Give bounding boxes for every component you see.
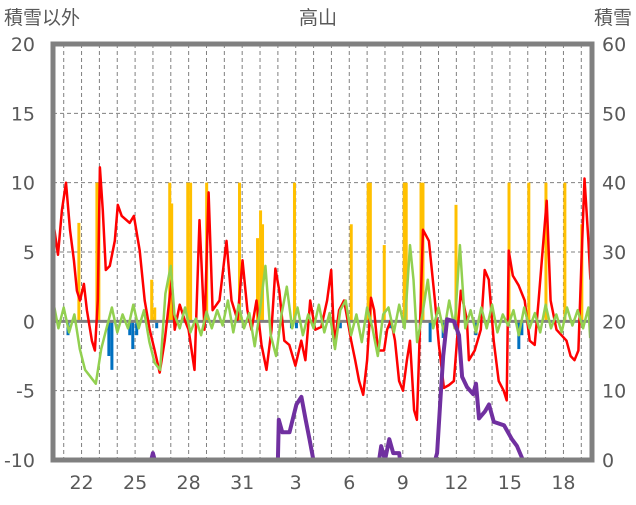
- orange-bar: [186, 182, 190, 322]
- orange-bar: [170, 203, 174, 322]
- orange-bar: [454, 204, 458, 322]
- orange-bar: [168, 182, 172, 322]
- orange-bar: [292, 182, 296, 322]
- blue-bar: [128, 321, 132, 336]
- left-y-tick-label: 20: [11, 34, 35, 56]
- chart-title: 高山: [299, 7, 337, 29]
- orange-bar: [402, 182, 406, 322]
- x-tick-label: 15: [498, 472, 522, 494]
- x-tick-label: 18: [551, 472, 575, 494]
- orange-bar: [189, 182, 193, 322]
- orange-bar: [368, 182, 372, 322]
- orange-bar: [77, 222, 81, 322]
- orange-bar: [261, 224, 265, 322]
- orange-bar: [259, 210, 263, 322]
- orange-bar: [349, 224, 353, 322]
- x-tick-label: 9: [397, 472, 409, 494]
- right-axis-title: 積雪: [594, 7, 632, 29]
- left-axis-title: 積雪以外: [4, 7, 80, 29]
- blue-bar: [294, 321, 298, 329]
- right-y-tick-label: 50: [602, 103, 626, 125]
- orange-bar: [256, 238, 260, 322]
- orange-bar: [153, 307, 157, 322]
- blue-bar: [428, 321, 432, 343]
- left-y-tick-label: 15: [11, 103, 35, 125]
- blue-bar: [107, 321, 111, 356]
- right-y-tick-label: 60: [602, 34, 626, 56]
- gridlines: [53, 44, 592, 460]
- right-y-tick-label: 40: [602, 173, 626, 195]
- left-y-tick-label: 5: [23, 242, 35, 264]
- blue-bar: [110, 321, 114, 370]
- orange-bar: [238, 182, 242, 322]
- orange-bar: [404, 182, 408, 322]
- blue-bar: [520, 321, 524, 336]
- x-tick-label: 22: [69, 472, 93, 494]
- bars: [66, 182, 584, 370]
- left-y-tick-label: 0: [23, 311, 35, 333]
- blue-bar: [155, 321, 159, 329]
- plot-frame: [50, 41, 595, 463]
- blue-bar: [131, 321, 135, 350]
- right-y-tick-label: 0: [602, 450, 614, 472]
- x-tick-label: 12: [444, 472, 468, 494]
- x-tick-label: 31: [230, 472, 254, 494]
- plot-border: [50, 41, 595, 463]
- left-y-tick-label: -10: [4, 450, 35, 472]
- red-series-line: [51, 166, 592, 422]
- x-tick-label: 28: [177, 472, 201, 494]
- orange-bar: [150, 279, 154, 322]
- orange-bar: [382, 245, 386, 322]
- blue-bar: [135, 321, 139, 336]
- x-tick-label: 25: [123, 472, 147, 494]
- orange-bar: [544, 182, 548, 322]
- left-y-tick-label: 10: [11, 173, 35, 195]
- right-y-tick-label: 30: [602, 242, 626, 264]
- orange-bar: [419, 182, 423, 322]
- orange-bar: [527, 182, 531, 322]
- green-series-line: [51, 243, 592, 385]
- orange-bar: [563, 182, 567, 322]
- right-y-tick-label: 20: [602, 311, 626, 333]
- right-y-tick-label: 10: [602, 381, 626, 403]
- x-tick-label: 3: [290, 472, 302, 494]
- blue-bar: [338, 321, 342, 329]
- left-y-tick-label: -5: [16, 381, 35, 403]
- orange-bar: [366, 182, 370, 322]
- x-tick-label: 6: [343, 472, 355, 494]
- orange-bar: [95, 182, 99, 322]
